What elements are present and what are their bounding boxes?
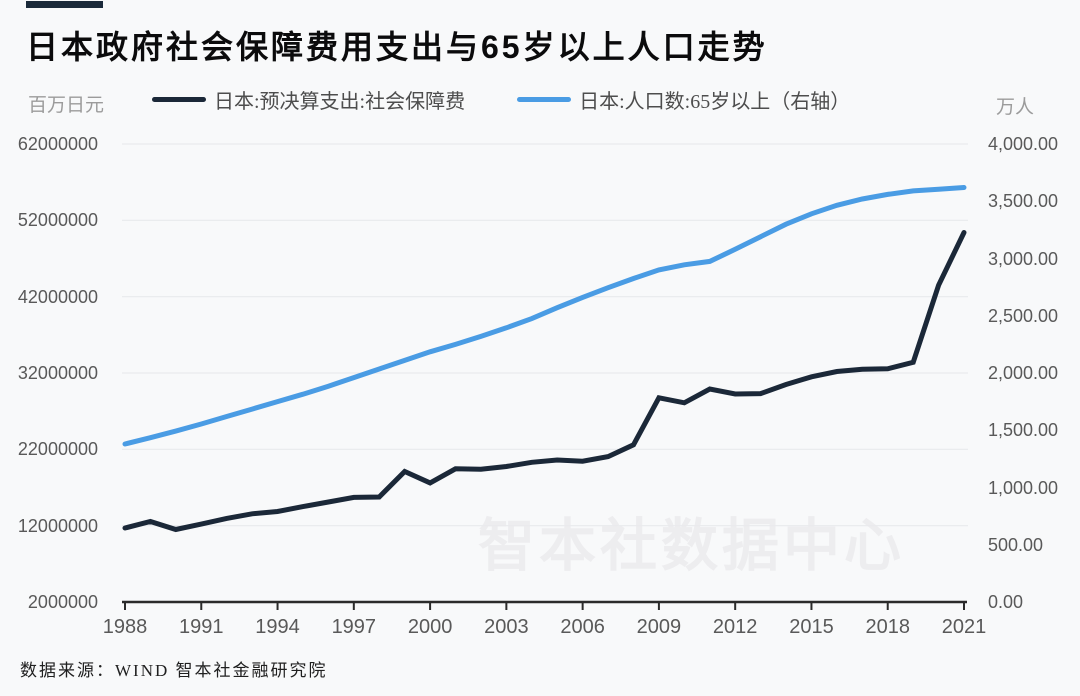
population-line-swatch bbox=[517, 96, 572, 102]
left-axis-unit: 百万日元 bbox=[28, 95, 105, 116]
legend: 日本:预决算支出:社会保障费 日本:人口数:65岁以上（右轴） bbox=[152, 84, 850, 114]
watermark: 智本社数据中心 bbox=[478, 514, 905, 578]
right-axis-unit: 万人 bbox=[996, 97, 1035, 118]
source-note: 数据来源：WIND 智本社金融研究院 bbox=[20, 661, 328, 680]
legend-item-expenditure[interactable]: 日本:预决算支出:社会保障费 bbox=[152, 85, 465, 114]
legend-item-population[interactable]: 日本:人口数:65岁以上（右轴） bbox=[517, 85, 850, 114]
expenditure-line bbox=[122, 230, 967, 533]
legend-label-expenditure: 日本:预决算支出:社会保障费 bbox=[214, 90, 466, 113]
accent-bar bbox=[26, 1, 103, 8]
expenditure-line-swatch bbox=[152, 96, 206, 102]
chart-title: 日本政府社会保障费用支出与65岁以上人口走势 bbox=[26, 29, 768, 65]
population-line bbox=[122, 185, 967, 447]
legend-label-population: 日本:人口数:65岁以上（右轴） bbox=[579, 90, 851, 113]
